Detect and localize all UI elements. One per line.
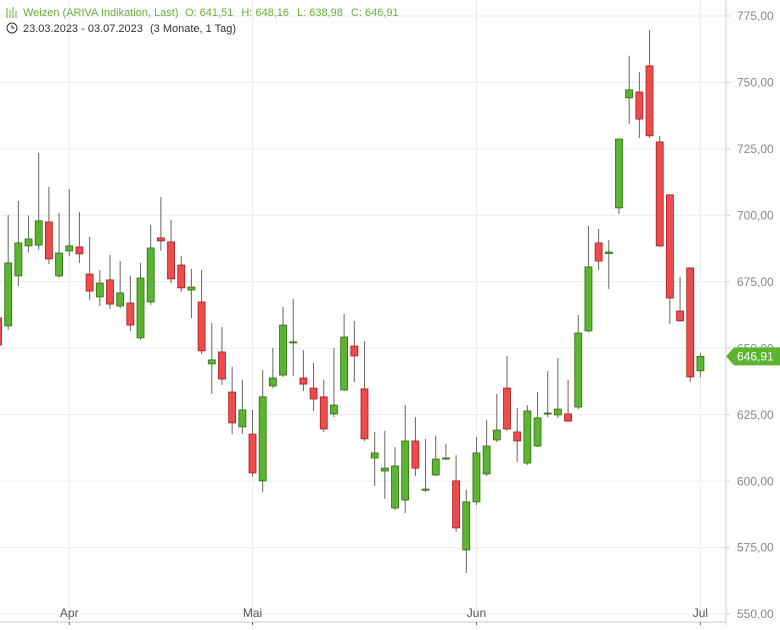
candle-body bbox=[625, 89, 634, 99]
x-tick-label: Jun bbox=[467, 606, 486, 620]
candle-body bbox=[330, 404, 338, 415]
candle-body bbox=[0, 317, 2, 346]
candle-body bbox=[584, 266, 593, 332]
candle-body bbox=[482, 445, 491, 475]
candle-body bbox=[289, 341, 298, 344]
y-tick-label: 725,00 bbox=[737, 142, 774, 156]
last-price-label: 646,91 bbox=[737, 350, 774, 364]
y-tick-label: 700,00 bbox=[737, 208, 774, 222]
candle-body bbox=[187, 286, 196, 291]
y-tick-label: 675,00 bbox=[737, 275, 774, 289]
candle-body bbox=[370, 452, 379, 459]
candle-body bbox=[24, 238, 33, 247]
date-range: 23.03.2023 - 03.07.2023 bbox=[23, 23, 143, 35]
candle-body bbox=[258, 396, 267, 482]
candle-body bbox=[564, 413, 572, 422]
candle-body bbox=[686, 267, 695, 378]
period: (3 Monate, 1 Tag) bbox=[150, 23, 236, 35]
x-tick-label: Apr bbox=[60, 606, 79, 620]
candle-body bbox=[146, 247, 155, 303]
y-tick-label: 775,00 bbox=[737, 9, 774, 23]
candle-body bbox=[604, 251, 613, 254]
header: Weizen (ARIVA Indikation, Last) O: 641,5… bbox=[6, 7, 399, 35]
clock-icon bbox=[6, 22, 18, 34]
candle-body bbox=[268, 377, 277, 387]
candle-body bbox=[279, 324, 287, 376]
candle-body bbox=[543, 412, 552, 415]
candle-body bbox=[106, 279, 114, 305]
candle-body bbox=[533, 417, 542, 447]
candle-body bbox=[45, 221, 53, 260]
candle-body bbox=[655, 141, 664, 247]
candle-body bbox=[14, 242, 23, 277]
candle-body bbox=[350, 345, 359, 357]
candle-body bbox=[167, 241, 175, 280]
candle-body bbox=[177, 264, 186, 289]
header-stat: C: 646,91 bbox=[351, 7, 399, 19]
candle-body bbox=[615, 138, 623, 209]
candle-body bbox=[401, 440, 410, 501]
candle-body bbox=[197, 301, 206, 352]
candle-body bbox=[116, 292, 125, 307]
candle-body bbox=[360, 388, 369, 440]
candle-body bbox=[319, 396, 328, 430]
candle-body bbox=[411, 440, 420, 469]
candle-body bbox=[431, 458, 440, 476]
candle-body bbox=[492, 429, 501, 441]
clock-hand bbox=[11, 25, 15, 29]
candle-body bbox=[4, 262, 13, 327]
header-stat: H: 648,16 bbox=[241, 7, 289, 19]
candle-body bbox=[391, 465, 399, 509]
candle-body bbox=[55, 252, 63, 277]
x-tick-label: Mai bbox=[243, 606, 262, 620]
candle-body bbox=[594, 242, 603, 262]
candle-body bbox=[442, 457, 450, 460]
candle-body bbox=[309, 387, 318, 400]
candle-body bbox=[218, 351, 226, 380]
y-tick-label: 625,00 bbox=[737, 408, 774, 422]
chart-title: Weizen (ARIVA Indikation, Last) bbox=[23, 7, 179, 19]
chart-icon bbox=[6, 7, 17, 18]
candle-body bbox=[503, 387, 511, 430]
y-tick-label: 550,00 bbox=[737, 607, 774, 621]
candle-body bbox=[696, 356, 705, 372]
header-stat: O: 641,51 bbox=[185, 7, 233, 19]
candle-body bbox=[228, 391, 237, 424]
candle-body bbox=[472, 452, 481, 503]
candle-body bbox=[248, 433, 257, 474]
candle-body bbox=[75, 246, 84, 255]
candle-body bbox=[676, 310, 684, 322]
candle-body bbox=[574, 332, 583, 408]
candle-body bbox=[554, 408, 562, 416]
x-tick-label: Jul bbox=[693, 606, 708, 620]
candle-body bbox=[523, 410, 532, 464]
candle-body bbox=[65, 245, 74, 252]
candle-body bbox=[126, 302, 135, 326]
candle-body bbox=[665, 194, 674, 299]
candle-body bbox=[85, 273, 94, 292]
candle-body bbox=[380, 467, 389, 472]
candle-body bbox=[421, 488, 430, 491]
candle-body bbox=[238, 409, 247, 428]
candle-body bbox=[136, 277, 145, 339]
candle-body bbox=[34, 220, 43, 246]
candle-body bbox=[462, 501, 471, 551]
candle-body bbox=[452, 480, 461, 529]
y-tick-label: 600,00 bbox=[737, 474, 774, 488]
candle-body bbox=[635, 91, 644, 120]
header-stat: L: 638,98 bbox=[297, 7, 343, 19]
candle-body bbox=[95, 282, 104, 298]
y-tick-label: 750,00 bbox=[737, 76, 774, 90]
candle-body bbox=[207, 359, 216, 365]
candle-body bbox=[340, 336, 349, 391]
candle-body bbox=[645, 65, 654, 137]
candle-body bbox=[513, 431, 522, 442]
candle-body bbox=[156, 237, 165, 242]
y-tick-label: 575,00 bbox=[737, 541, 774, 555]
candle-body bbox=[299, 377, 308, 385]
last-price-tag bbox=[726, 347, 780, 366]
